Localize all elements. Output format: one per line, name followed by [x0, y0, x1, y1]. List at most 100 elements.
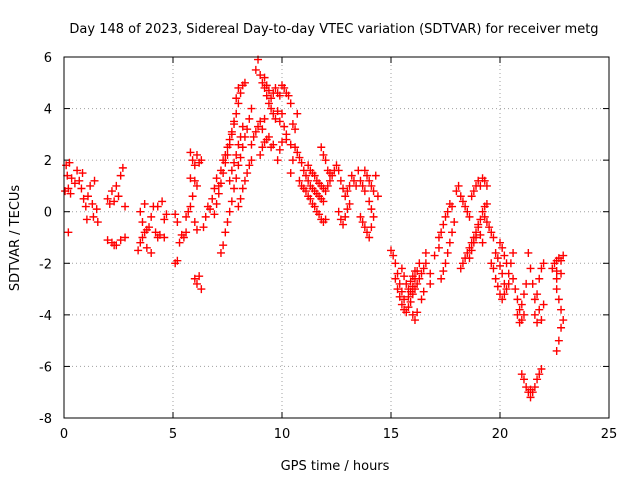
data-point [509, 274, 518, 283]
data-point [221, 158, 230, 167]
data-point [142, 225, 151, 234]
data-point [234, 140, 243, 149]
data-point [493, 254, 502, 263]
data-point [557, 323, 566, 332]
data-point [469, 187, 478, 196]
data-point [323, 181, 332, 190]
data-point [190, 176, 199, 185]
data-point [67, 174, 76, 183]
data-point [227, 127, 236, 136]
data-point [234, 202, 243, 211]
data-point [360, 166, 369, 175]
data-point [262, 91, 271, 100]
data-point [491, 274, 500, 283]
data-point [393, 269, 402, 278]
data-point [295, 176, 304, 185]
data-point [509, 248, 518, 257]
data-point [182, 212, 191, 221]
data-point [533, 290, 542, 299]
data-point [278, 109, 286, 118]
data-point [367, 223, 376, 232]
data-point [79, 194, 88, 203]
data-point [321, 215, 330, 224]
data-point [341, 212, 350, 221]
data-point [232, 94, 241, 103]
data-point [238, 143, 247, 152]
data-point [301, 171, 310, 180]
data-point [321, 156, 330, 165]
data-point [162, 210, 171, 219]
data-point [254, 122, 263, 131]
data-point [528, 279, 537, 288]
data-point [256, 117, 265, 126]
data-point [502, 285, 511, 294]
data-point [260, 114, 269, 123]
data-point [112, 181, 121, 190]
data-point [89, 212, 98, 221]
data-point [171, 259, 180, 268]
data-point [356, 176, 365, 185]
data-point [535, 370, 544, 379]
data-point [504, 279, 513, 288]
data-point [195, 272, 204, 281]
data-point [535, 274, 544, 283]
data-point [258, 143, 267, 152]
data-point [260, 73, 269, 82]
data-point [267, 104, 276, 113]
data-point [171, 210, 180, 219]
data-point [448, 202, 457, 211]
data-point [273, 156, 282, 165]
data-point [391, 274, 400, 283]
data-point [75, 176, 84, 185]
data-point [469, 238, 478, 247]
x-axis-label: GPS time / hours [281, 459, 390, 474]
data-point [240, 78, 249, 87]
data-point [110, 241, 119, 250]
plot-frame [63, 56, 610, 419]
y-axis-label: SDTVAR / TECUs [8, 185, 23, 292]
data-point [288, 156, 297, 165]
data-point [310, 171, 319, 180]
data-point [295, 153, 304, 162]
data-point [221, 150, 230, 159]
data-point [426, 279, 435, 288]
data-point [465, 254, 474, 263]
data-point [387, 246, 395, 255]
data-point [463, 207, 472, 216]
data-point [225, 207, 234, 216]
data-point [238, 184, 247, 193]
y-tick-label: -8 [39, 412, 52, 427]
data-point [367, 181, 376, 190]
data-point [175, 238, 184, 247]
data-point [251, 65, 260, 74]
data-point [212, 199, 221, 208]
data-point [280, 83, 289, 92]
data-point [511, 285, 520, 294]
data-point [397, 264, 406, 273]
data-point [234, 83, 243, 92]
data-point [142, 243, 151, 252]
data-point [456, 264, 465, 273]
data-point [552, 346, 561, 355]
data-point [286, 169, 295, 178]
data-point [554, 336, 563, 345]
y-tick-label: 6 [44, 51, 52, 66]
data-point [395, 292, 404, 301]
data-point [406, 297, 415, 306]
data-point [439, 267, 448, 276]
data-point [413, 308, 422, 317]
data-point [343, 205, 352, 214]
data-point [456, 192, 465, 201]
data-point [262, 81, 271, 90]
data-point [153, 202, 162, 211]
data-point [522, 383, 531, 392]
data-point [441, 212, 450, 221]
data-point [219, 241, 228, 250]
data-point [552, 285, 561, 294]
data-point [210, 210, 219, 219]
data-point [363, 171, 372, 180]
data-point [489, 233, 498, 242]
data-point [201, 212, 210, 221]
data-point [343, 187, 352, 196]
